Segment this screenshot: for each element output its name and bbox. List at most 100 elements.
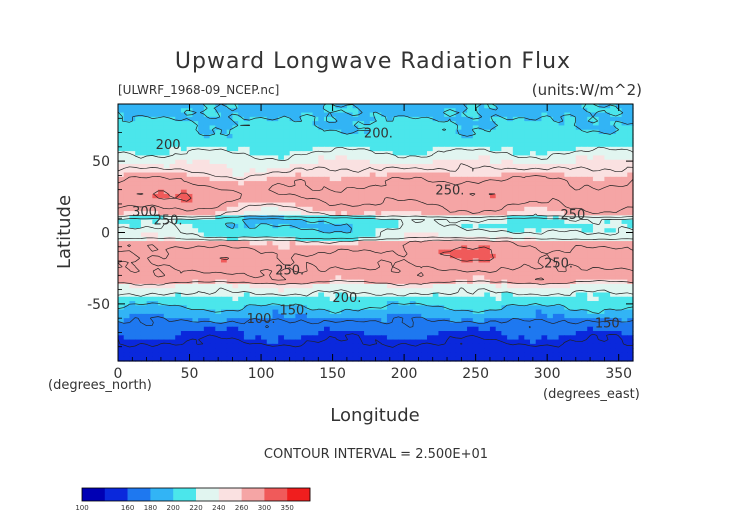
field-cell: [364, 138, 371, 144]
field-cell: [581, 189, 588, 195]
field-cell: [358, 151, 365, 156]
field-cell: [392, 318, 399, 324]
field-cell: [512, 335, 520, 341]
field-cell: [295, 211, 302, 216]
field-cell: [152, 305, 159, 311]
field-cell: [249, 339, 256, 345]
field-cell: [169, 121, 176, 127]
field-cell: [238, 275, 245, 281]
field-cell: [518, 309, 525, 315]
field-cell: [449, 258, 457, 264]
field-cell: [335, 121, 342, 127]
field-cell: [169, 202, 176, 208]
field-cell: [215, 116, 222, 122]
field-cell: [261, 309, 268, 315]
field-cell: [140, 292, 148, 298]
field-cell: [610, 211, 617, 216]
field-cell: [123, 236, 131, 242]
field-cell: [146, 211, 153, 216]
field-cell: [461, 189, 468, 195]
field-cell: [564, 146, 571, 152]
field-cell: [575, 211, 583, 216]
field-cell: [158, 112, 165, 118]
field-cell: [409, 146, 417, 152]
field-cell: [587, 271, 594, 276]
field-cell: [158, 181, 165, 186]
field-cell: [570, 292, 577, 298]
field-cell: [375, 283, 382, 289]
field-cell: [140, 335, 148, 341]
field-cell: [501, 129, 508, 135]
field-cell: [329, 155, 337, 161]
field-cell: [226, 309, 234, 315]
field-cell: [581, 133, 588, 139]
field-cell: [301, 309, 308, 315]
field-cell: [118, 241, 125, 246]
field-cell: [169, 236, 176, 242]
field-cell: [489, 129, 497, 135]
field-cell: [386, 211, 394, 216]
field-cell: [152, 176, 159, 182]
field-cell: [306, 275, 314, 281]
field-cell: [575, 223, 583, 229]
field-cell: [358, 253, 365, 259]
field-cell: [266, 133, 274, 139]
field-cell: [501, 262, 508, 268]
field-cell: [524, 185, 531, 191]
field-cell: [261, 176, 268, 182]
field-cell: [283, 108, 291, 114]
field-cell: [163, 104, 171, 109]
field-cell: [341, 232, 348, 238]
field-cell: [610, 249, 617, 255]
field-cell: [243, 176, 251, 182]
field-cell: [472, 163, 480, 169]
field-cell: [592, 129, 600, 135]
field-cell: [232, 206, 239, 212]
field-cell: [129, 258, 136, 264]
field-cell: [398, 245, 405, 251]
field-cell: [392, 253, 399, 259]
field-cell: [152, 228, 159, 234]
field-cell: [158, 108, 165, 114]
field-cell: [289, 163, 296, 169]
field-cell: [409, 292, 417, 298]
field-cell: [461, 121, 468, 127]
field-cell: [209, 236, 216, 242]
field-cell: [547, 133, 554, 139]
field-cell: [261, 271, 268, 276]
field-cell: [335, 146, 342, 152]
field-cell: [598, 215, 605, 221]
field-cell: [570, 283, 577, 289]
field-cell: [341, 223, 348, 229]
field-cell: [169, 198, 176, 204]
field-cell: [438, 168, 445, 174]
field-cell: [495, 193, 502, 199]
field-cell: [592, 193, 600, 199]
field-cell: [215, 185, 222, 191]
field-cell: [180, 206, 188, 212]
field-cell: [278, 163, 285, 169]
field-cell: [226, 292, 234, 298]
field-cell: [421, 172, 428, 178]
field-cell: [455, 129, 462, 135]
field-cell: [484, 155, 491, 161]
field-cell: [318, 326, 325, 332]
field-cell: [501, 151, 508, 156]
field-cell: [158, 335, 165, 341]
field-cell: [558, 322, 565, 328]
field-cell: [427, 146, 434, 152]
field-cell: [615, 151, 623, 156]
field-cell: [627, 104, 634, 109]
field-cell: [186, 168, 193, 174]
field-cell: [295, 104, 302, 109]
field-cell: [318, 228, 325, 234]
field-cell: [324, 223, 331, 229]
field-cell: [278, 168, 285, 174]
field-cell: [243, 211, 251, 216]
field-cell: [369, 288, 377, 294]
field-cell: [335, 241, 342, 246]
field-cell: [501, 313, 508, 319]
field-cell: [438, 309, 445, 315]
field-cell: [123, 305, 131, 311]
field-cell: [203, 305, 211, 311]
